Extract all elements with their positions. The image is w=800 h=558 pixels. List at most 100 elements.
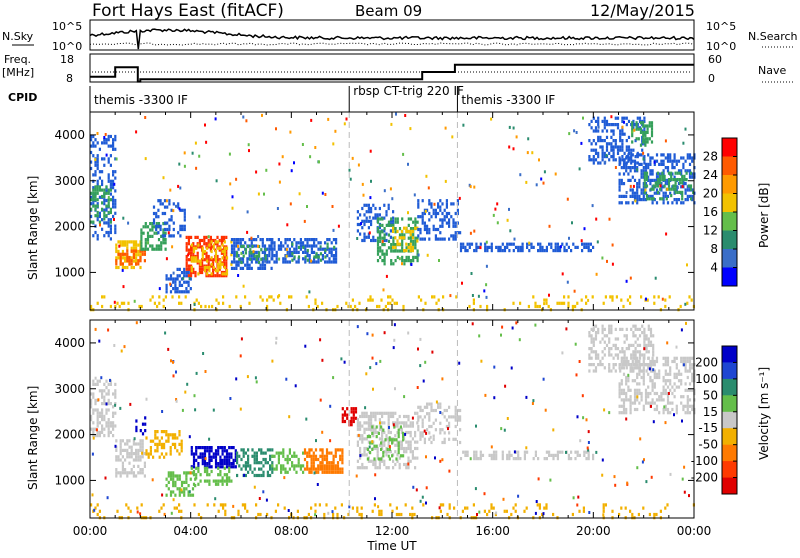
range-cell — [94, 160, 97, 164]
range-cell — [688, 153, 692, 157]
colorbar-swatch — [722, 395, 737, 413]
range-cell — [140, 304, 143, 309]
range-cell — [403, 233, 406, 237]
range-cell — [594, 129, 598, 133]
range-cell — [630, 356, 633, 360]
noise-cell — [214, 497, 217, 501]
range-cell — [223, 466, 226, 470]
range-cell — [103, 202, 106, 206]
range-cell — [126, 474, 129, 478]
range-cell — [369, 435, 372, 439]
range-cell — [648, 124, 651, 128]
range-cell — [192, 458, 196, 462]
range-cell — [306, 461, 309, 465]
range-cell — [612, 343, 615, 347]
noise-cell — [356, 325, 359, 329]
range-cell — [664, 388, 667, 392]
range-cell — [248, 266, 251, 270]
range-cell — [597, 119, 600, 123]
range-cell — [109, 188, 112, 192]
range-cell — [297, 255, 301, 259]
range-cell — [409, 229, 412, 233]
range-cell — [121, 249, 124, 254]
range-cell — [430, 424, 433, 429]
range-cell — [619, 327, 622, 331]
range-cell — [248, 238, 251, 242]
noise-cell — [198, 215, 201, 219]
range-cell — [319, 467, 322, 471]
range-cell — [197, 455, 200, 459]
range-cell — [404, 503, 407, 507]
range-cell — [450, 202, 453, 206]
range-cell — [634, 155, 637, 159]
colorbar-tick-label: 4 — [710, 261, 718, 275]
range-cell — [308, 257, 311, 261]
range-cell — [323, 457, 326, 462]
range-cell — [372, 459, 375, 463]
range-cell — [421, 434, 424, 438]
range-cell — [411, 236, 414, 240]
range-cell — [367, 450, 370, 454]
range-cell — [669, 159, 672, 163]
range-cell — [262, 464, 265, 468]
range-cell — [423, 405, 426, 409]
range-cell — [130, 256, 133, 260]
range-cell — [662, 162, 665, 166]
range-cell — [664, 404, 667, 408]
range-cell — [409, 424, 412, 428]
noise-cell — [625, 191, 628, 194]
range-cell — [206, 469, 209, 474]
range-cell — [310, 238, 313, 242]
range-cell — [365, 421, 368, 425]
range-cell — [324, 241, 327, 245]
noise-cell — [172, 360, 174, 364]
range-cell — [314, 470, 318, 474]
range-cell — [372, 235, 375, 239]
range-cell — [629, 404, 632, 408]
range-cell — [163, 227, 167, 232]
range-cell — [403, 414, 406, 419]
range-cell — [594, 331, 598, 335]
range-cell — [680, 379, 683, 383]
noise-cell — [99, 223, 101, 227]
range-cell — [330, 247, 333, 251]
range-cell — [306, 454, 309, 458]
range-cell — [608, 363, 611, 367]
range-cell — [203, 449, 207, 453]
range-cell — [92, 234, 95, 238]
range-cell — [644, 182, 648, 186]
range-cell — [428, 437, 431, 441]
range-cell — [383, 255, 386, 259]
range-cell — [127, 301, 130, 305]
range-cell — [140, 228, 143, 232]
range-cell — [149, 244, 152, 248]
range-cell — [644, 130, 647, 134]
range-cell — [297, 257, 300, 261]
range-cell — [370, 206, 373, 211]
noise-cell — [496, 221, 499, 225]
range-cell — [190, 259, 193, 263]
range-cell — [673, 359, 676, 364]
range-cell — [669, 388, 672, 392]
range-cell — [141, 471, 144, 475]
noise-cell — [513, 237, 516, 241]
range-cell — [666, 169, 670, 173]
range-cell — [314, 503, 317, 507]
range-cell — [651, 194, 654, 198]
range-cell — [612, 366, 615, 370]
range-cell — [638, 162, 641, 166]
range-cell — [622, 388, 626, 392]
range-cell — [140, 503, 143, 507]
range-cell — [183, 208, 186, 212]
range-cell — [392, 262, 395, 266]
noise-cell — [549, 478, 552, 482]
range-cell — [634, 340, 637, 344]
range-cell — [381, 243, 384, 247]
colorbar-tick-label: 28 — [703, 150, 718, 164]
range-cell — [661, 197, 664, 201]
noise-cell — [390, 122, 393, 126]
range-cell — [662, 391, 665, 396]
range-cell — [361, 462, 364, 467]
noise-cell — [169, 188, 172, 192]
range-cell — [563, 245, 566, 249]
